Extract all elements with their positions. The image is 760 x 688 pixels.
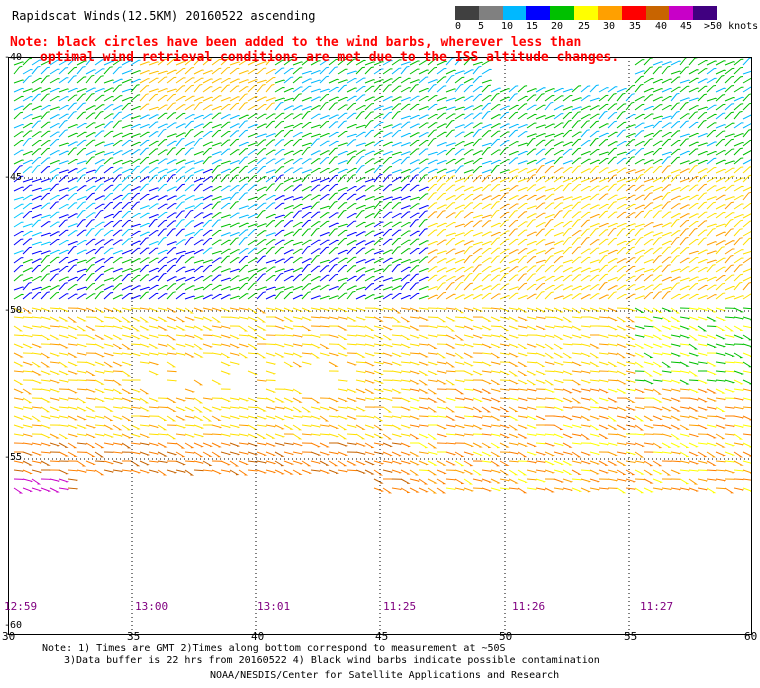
time-label: 11:25 [383, 600, 417, 613]
time-label: 12:59 [4, 600, 38, 613]
lon-label: 45 [375, 630, 389, 643]
time-label: 13:00 [135, 600, 169, 613]
color-key-swatch [645, 6, 670, 20]
chart-title: Rapidscat Winds(12.5KM) 20160522 ascendi… [12, 9, 316, 23]
lon-label: 35 [127, 630, 141, 643]
color-key-label: 5 [478, 21, 485, 32]
color-key-label: 0 [455, 21, 462, 32]
color-key-swatch [597, 6, 622, 20]
wind-barbs [13, 57, 752, 494]
color-key-label: 20 [551, 21, 564, 32]
footer-note-1: Note: 1) Times are GMT 2)Times along bot… [42, 643, 506, 654]
time-label: 13:01 [257, 600, 291, 613]
lat-label: -60 [4, 620, 23, 631]
color-key-swatch [693, 6, 717, 20]
color-key-label: 35 [629, 21, 642, 32]
footer-credit: NOAA/NESDIS/Center for Satellite Applica… [210, 670, 560, 681]
lat-label: -50 [4, 305, 23, 316]
color-key-swatch [526, 6, 551, 20]
color-key-swatch [621, 6, 646, 20]
lon-label: 40 [251, 630, 265, 643]
lat-label: -45 [4, 172, 23, 183]
lat-label: -40 [4, 52, 23, 63]
time-label: 11:27 [640, 600, 674, 613]
color-key-swatch [550, 6, 575, 20]
color-key-label: 25 [578, 21, 591, 32]
color-key-label: 45 [680, 21, 693, 32]
color-key-label: 10 [501, 21, 514, 32]
color-key-label: >50 knots [704, 21, 759, 32]
color-key-swatch [455, 6, 479, 20]
color-key-swatch [669, 6, 694, 20]
color-key-label: 30 [603, 21, 616, 32]
lon-label: 30 [2, 630, 16, 643]
note-line-1: Note: black circles have been added to t… [10, 35, 582, 50]
lon-label: 50 [499, 630, 513, 643]
color-key-label: 15 [526, 21, 539, 32]
note-line-2: optimal wind retrieval conditions are me… [40, 50, 620, 65]
footer-note-2: 3)Data buffer is 22 hrs from 20160522 4)… [64, 655, 600, 666]
map-frame [8, 57, 752, 635]
time-label: 11:26 [512, 600, 546, 613]
wind-barb-map [8, 57, 752, 635]
color-key-swatch [574, 6, 598, 20]
color-key-swatch [502, 6, 527, 20]
color-key-swatch [478, 6, 503, 20]
lon-label: 60 [744, 630, 758, 643]
color-key-label: 40 [655, 21, 668, 32]
lat-lon-grid [8, 57, 752, 635]
color-key [455, 6, 717, 20]
lon-label: 55 [624, 630, 638, 643]
lat-label: -55 [4, 452, 23, 463]
